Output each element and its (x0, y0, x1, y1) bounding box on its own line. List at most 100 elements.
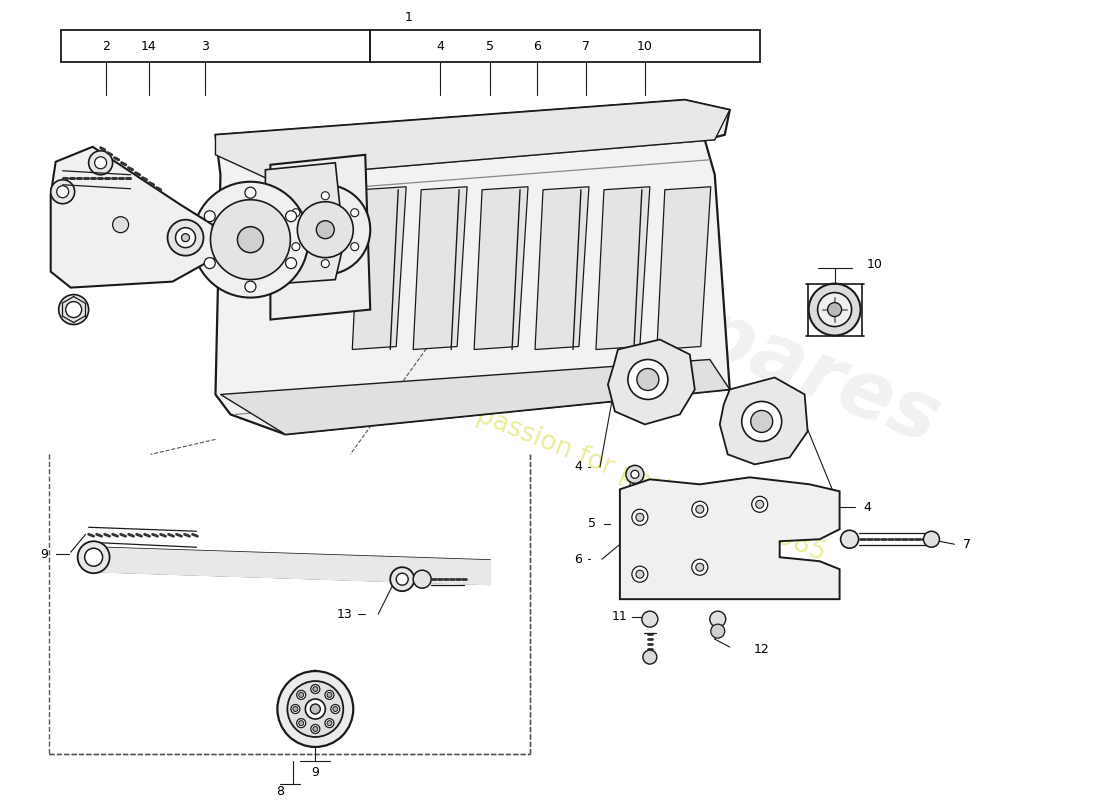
Circle shape (95, 157, 107, 169)
Polygon shape (608, 339, 695, 425)
Text: 4: 4 (437, 41, 444, 54)
Circle shape (333, 706, 338, 711)
Circle shape (628, 359, 668, 399)
Circle shape (327, 721, 332, 726)
Circle shape (192, 182, 308, 298)
Circle shape (696, 506, 704, 514)
Polygon shape (414, 186, 468, 350)
Polygon shape (474, 186, 528, 350)
Circle shape (692, 559, 707, 575)
Text: 3: 3 (201, 41, 209, 54)
Text: 2: 2 (101, 41, 110, 54)
Circle shape (297, 202, 353, 258)
Circle shape (286, 258, 297, 269)
Text: eurospares: eurospares (449, 198, 950, 461)
Circle shape (205, 258, 216, 269)
Polygon shape (220, 359, 729, 434)
Circle shape (306, 699, 326, 719)
Circle shape (312, 686, 318, 691)
Circle shape (817, 293, 851, 326)
Circle shape (78, 542, 110, 574)
Circle shape (642, 611, 658, 627)
Circle shape (414, 570, 431, 588)
Text: 4: 4 (864, 501, 871, 514)
Polygon shape (265, 162, 342, 285)
Circle shape (85, 548, 102, 566)
Circle shape (327, 692, 332, 698)
Text: 10: 10 (637, 41, 652, 54)
Circle shape (290, 705, 300, 714)
Circle shape (299, 721, 304, 726)
Text: 5: 5 (587, 517, 596, 530)
Circle shape (626, 466, 644, 483)
Circle shape (286, 210, 297, 222)
Circle shape (57, 186, 68, 198)
Circle shape (321, 260, 329, 268)
Circle shape (205, 210, 216, 222)
Circle shape (182, 234, 189, 242)
Circle shape (631, 510, 648, 526)
Circle shape (642, 650, 657, 664)
Circle shape (636, 570, 644, 578)
Circle shape (311, 685, 320, 694)
Text: 6: 6 (574, 553, 582, 566)
Circle shape (293, 706, 298, 711)
Text: 1: 1 (405, 11, 412, 25)
Circle shape (390, 567, 415, 591)
Text: a passion for parts since 1985: a passion for parts since 1985 (450, 393, 829, 566)
Circle shape (317, 221, 334, 238)
Polygon shape (719, 378, 807, 464)
Circle shape (58, 294, 89, 325)
Text: 8: 8 (276, 786, 285, 798)
Circle shape (396, 574, 408, 585)
Circle shape (631, 470, 639, 478)
Circle shape (711, 624, 725, 638)
Circle shape (840, 530, 859, 548)
Circle shape (637, 369, 659, 390)
Circle shape (167, 220, 204, 256)
Polygon shape (216, 100, 729, 178)
Circle shape (245, 187, 256, 198)
Polygon shape (535, 186, 589, 350)
Polygon shape (352, 186, 406, 350)
Text: 9: 9 (40, 548, 47, 561)
Circle shape (210, 200, 290, 280)
Circle shape (66, 302, 81, 318)
Circle shape (692, 502, 707, 518)
Circle shape (292, 242, 300, 250)
Circle shape (299, 692, 304, 698)
Circle shape (351, 209, 359, 217)
Text: 6: 6 (534, 41, 541, 54)
Text: 5: 5 (486, 41, 494, 54)
Circle shape (324, 718, 334, 728)
Circle shape (292, 209, 300, 217)
Circle shape (750, 410, 772, 432)
Text: 4: 4 (574, 460, 582, 473)
Text: 7: 7 (582, 41, 590, 54)
Circle shape (176, 228, 196, 248)
Circle shape (310, 704, 320, 714)
Circle shape (311, 725, 320, 734)
Circle shape (321, 192, 329, 200)
Circle shape (51, 180, 75, 204)
Text: 7: 7 (964, 538, 971, 550)
Circle shape (297, 718, 306, 728)
Text: 11: 11 (612, 610, 628, 622)
Circle shape (287, 681, 343, 737)
Circle shape (351, 242, 359, 250)
Polygon shape (596, 186, 650, 350)
Circle shape (808, 284, 860, 335)
Circle shape (756, 500, 763, 508)
Circle shape (751, 496, 768, 512)
Text: 10: 10 (867, 258, 882, 271)
Circle shape (636, 514, 644, 522)
Text: 14: 14 (141, 41, 156, 54)
Circle shape (324, 690, 334, 699)
Circle shape (696, 563, 704, 571)
Circle shape (710, 611, 726, 627)
Polygon shape (51, 146, 216, 288)
Circle shape (277, 671, 353, 747)
Circle shape (112, 217, 129, 233)
Circle shape (312, 726, 318, 731)
Circle shape (741, 402, 782, 442)
